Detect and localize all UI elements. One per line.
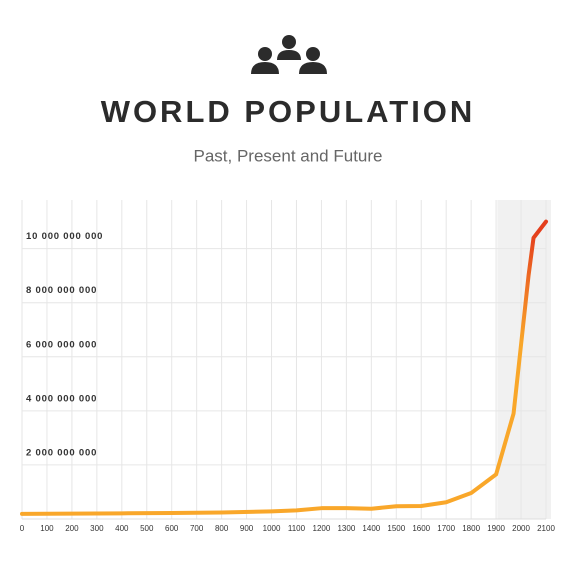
x-tick-label: 800: [215, 524, 229, 533]
x-tick-label: 700: [190, 524, 204, 533]
x-tick-label: 1500: [387, 524, 405, 533]
x-tick-label: 1400: [362, 524, 380, 533]
x-tick-label: 1900: [487, 524, 505, 533]
x-tick-label: 1000: [263, 524, 281, 533]
x-tick-label: 100: [40, 524, 54, 533]
x-tick-label: 400: [115, 524, 129, 533]
x-tick-label: 1600: [412, 524, 430, 533]
x-tick-label: 0: [20, 524, 25, 533]
y-tick-label: 4 000 000 000: [26, 393, 97, 404]
x-tick-label: 500: [140, 524, 154, 533]
x-tick-label: 1200: [313, 524, 331, 533]
x-tick-label: 2100: [537, 524, 555, 533]
x-tick-label: 1700: [437, 524, 455, 533]
x-tick-label: 300: [90, 524, 104, 533]
y-tick-label: 2 000 000 000: [26, 447, 97, 458]
x-tick-label: 1100: [288, 524, 306, 533]
data-line: [20, 219, 548, 516]
x-tick-label: 1300: [337, 524, 355, 533]
chart-title: WORLD POPULATION: [101, 94, 476, 129]
y-tick-label: 8 000 000 000: [26, 285, 97, 296]
y-tick-label: 10 000 000 000: [26, 231, 103, 242]
shaded-region: [497, 200, 551, 519]
x-tick-label: 1800: [462, 524, 480, 533]
x-tick-label: 600: [165, 524, 179, 533]
x-tick-label: 200: [65, 524, 79, 533]
x-tick-label: 900: [240, 524, 254, 533]
chart-subtitle: Past, Present and Future: [194, 146, 383, 165]
y-tick-label: 6 000 000 000: [26, 339, 97, 350]
people-icon: [251, 35, 327, 74]
x-tick-label: 2000: [512, 524, 530, 533]
